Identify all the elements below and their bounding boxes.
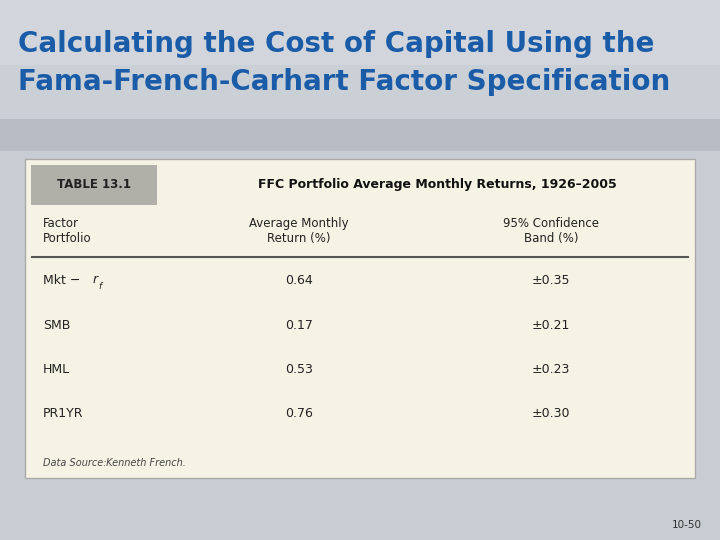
Text: HML: HML	[43, 363, 71, 376]
Text: Data Source:: Data Source:	[43, 458, 107, 468]
Text: Kenneth French.: Kenneth French.	[103, 458, 186, 468]
Bar	[0, 151, 720, 540]
Text: ±0.21: ±0.21	[531, 319, 570, 332]
Text: Factor
Portfolio: Factor Portfolio	[43, 217, 92, 245]
Bar	[25, 159, 695, 478]
Bar	[0, 0, 720, 70]
Text: 95% Confidence
Band (%): 95% Confidence Band (%)	[503, 217, 599, 245]
Text: 10-50: 10-50	[672, 520, 702, 530]
Text: TABLE 13.1: TABLE 13.1	[57, 178, 131, 192]
Text: ±0.35: ±0.35	[531, 274, 570, 287]
Bar	[0, 0, 720, 151]
Text: Fama-French-Carhart Factor Specification: Fama-French-Carhart Factor Specification	[18, 68, 670, 96]
Text: FFC Portfolio Average Monthly Returns, 1926–2005: FFC Portfolio Average Monthly Returns, 1…	[258, 178, 617, 192]
Text: PR1YR: PR1YR	[43, 407, 84, 420]
Text: Average Monthly
Return (%): Average Monthly Return (%)	[249, 217, 348, 245]
Text: ±0.23: ±0.23	[531, 363, 570, 376]
Text: f: f	[98, 282, 101, 291]
Text: ±0.30: ±0.30	[531, 407, 570, 420]
Text: 0.64: 0.64	[285, 274, 312, 287]
Text: 0.76: 0.76	[285, 407, 312, 420]
Text: Mkt −: Mkt −	[43, 274, 84, 287]
Bar	[0, 65, 720, 119]
Text: 0.17: 0.17	[285, 319, 312, 332]
Text: Calculating the Cost of Capital Using the: Calculating the Cost of Capital Using th…	[18, 30, 654, 58]
Bar	[31, 165, 157, 205]
Text: r: r	[92, 273, 97, 286]
Text: SMB: SMB	[43, 319, 71, 332]
Text: 0.53: 0.53	[285, 363, 312, 376]
